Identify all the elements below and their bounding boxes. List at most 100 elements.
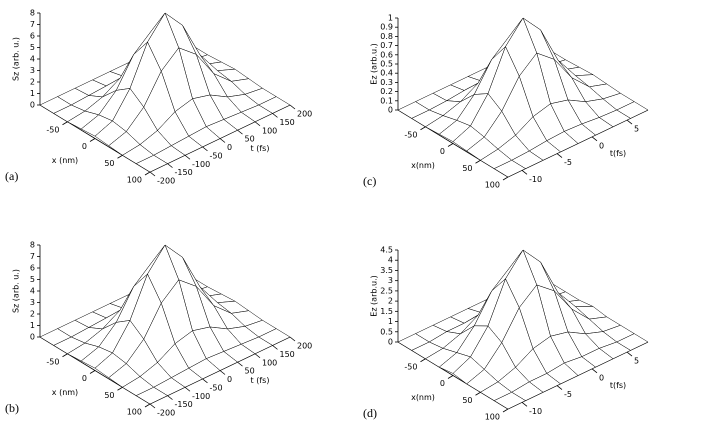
x-tick-label: -50 — [46, 357, 59, 366]
y-tick — [202, 146, 208, 152]
x-tick — [420, 126, 426, 131]
z-tick-label: 4.5 — [380, 246, 393, 255]
x-tick — [62, 121, 68, 126]
x-tick-label: 50 — [462, 396, 472, 405]
y-tick-label: 0 — [227, 375, 232, 384]
z-tick-label: 8 — [30, 9, 35, 18]
y-tick — [184, 154, 191, 160]
y-tick-label: -10 — [529, 175, 542, 184]
x-axis-label: x(nm) — [411, 161, 435, 170]
x-tick — [62, 353, 68, 358]
z-axis-label: Sz (arb. u.) — [12, 269, 21, 313]
y-tick — [254, 121, 261, 127]
y-tick — [556, 385, 563, 390]
panel-label: (b) — [5, 401, 19, 415]
x-tick — [144, 171, 151, 176]
z-tick-label: 4 — [30, 55, 35, 64]
z-tick-label: 2 — [30, 310, 35, 319]
y-axis-label: t (fs) — [251, 144, 270, 153]
y-tick — [254, 353, 261, 359]
y-axis-label: t(fs) — [610, 381, 626, 390]
y-tick-label: 200 — [297, 342, 312, 351]
x-axis-label: x(nm) — [411, 393, 435, 402]
x-tick — [502, 408, 509, 413]
z-tick-label: 0 — [388, 106, 393, 115]
surface-patch — [493, 159, 527, 178]
x-tick-label: 100 — [127, 408, 142, 417]
z-tick-label: 1.5 — [380, 307, 393, 316]
x-tick-label: 0 — [82, 142, 87, 151]
x-tick-label: 100 — [485, 413, 500, 422]
y-tick — [167, 163, 173, 168]
y-axis-label: t(fs) — [610, 149, 626, 158]
y-tick — [272, 345, 278, 350]
y-tick-label: 100 — [262, 126, 277, 135]
z-tick-label: 1 — [388, 317, 393, 326]
y-tick — [591, 368, 598, 374]
y-tick — [556, 153, 563, 158]
y-tick — [237, 361, 243, 367]
y-tick-label: 5 — [634, 357, 639, 366]
z-axis-label: Sz (arb. u.) — [12, 37, 21, 81]
z-tick-label: 1 — [30, 89, 35, 98]
z-tick-label: 0.7 — [380, 41, 393, 50]
y-tick-label: 0 — [599, 373, 604, 382]
y-tick-label: -150 — [175, 168, 193, 177]
y-tick — [149, 171, 156, 177]
x-tick — [447, 375, 454, 379]
y-tick-label: 100 — [262, 358, 277, 367]
z-tick-label: 0.2 — [380, 87, 393, 96]
z-tick-label: 5 — [30, 43, 35, 52]
z-tick-label: 0 — [30, 333, 35, 342]
z-tick-label: 0 — [30, 101, 35, 110]
x-tick-label: 100 — [127, 176, 142, 185]
z-tick-label: 5 — [30, 275, 35, 284]
y-tick — [202, 378, 208, 384]
y-tick — [149, 403, 156, 409]
y-tick — [272, 113, 278, 118]
z-tick-label: 2 — [388, 297, 393, 306]
z-tick-label: 6 — [30, 32, 35, 41]
z-tick-label: 0.9 — [380, 23, 393, 32]
z-tick-label: 4 — [388, 256, 393, 265]
x-tick-label: 50 — [462, 164, 472, 173]
z-tick-label: 6 — [30, 264, 35, 273]
y-axis-label: t (fs) — [251, 376, 270, 385]
y-tick — [521, 169, 528, 175]
z-tick-label: 8 — [30, 241, 35, 250]
y-tick — [184, 386, 191, 392]
z-tick-label: 0.6 — [380, 50, 393, 59]
z-axis-label: Ez (arb.u.) — [370, 275, 379, 316]
x-tick-label: -50 — [404, 130, 417, 139]
y-tick — [521, 401, 528, 407]
y-tick — [591, 136, 598, 142]
z-tick-label: 3 — [30, 298, 35, 307]
panel-label: (d) — [363, 406, 377, 420]
y-tick-label: 150 — [280, 350, 295, 359]
y-tick-label: 0 — [599, 141, 604, 150]
y-tick-label: -150 — [175, 400, 193, 409]
x-tick-label: 0 — [440, 147, 445, 156]
x-tick-label: 0 — [440, 379, 445, 388]
x-tick — [144, 403, 151, 408]
y-tick — [626, 119, 633, 125]
z-tick-label: 0.8 — [380, 32, 393, 41]
x-tick — [89, 138, 96, 142]
x-axis-label: x (nm) — [52, 388, 78, 397]
x-tick — [475, 391, 481, 396]
x-tick-label: 50 — [104, 159, 114, 168]
z-tick-label: 0 — [388, 338, 393, 347]
y-tick-label: -200 — [157, 409, 175, 418]
y-tick-label: 200 — [297, 110, 312, 119]
y-tick — [237, 129, 243, 135]
y-tick-label: -50 — [210, 383, 223, 392]
z-tick-label: 4 — [30, 287, 35, 296]
x-tick-label: 100 — [485, 181, 500, 190]
x-tick — [117, 154, 123, 159]
y-tick-label: 50 — [245, 135, 255, 144]
x-tick-label: 0 — [82, 374, 87, 383]
x-tick — [89, 370, 96, 374]
x-tick — [475, 159, 481, 164]
x-tick — [502, 176, 509, 181]
